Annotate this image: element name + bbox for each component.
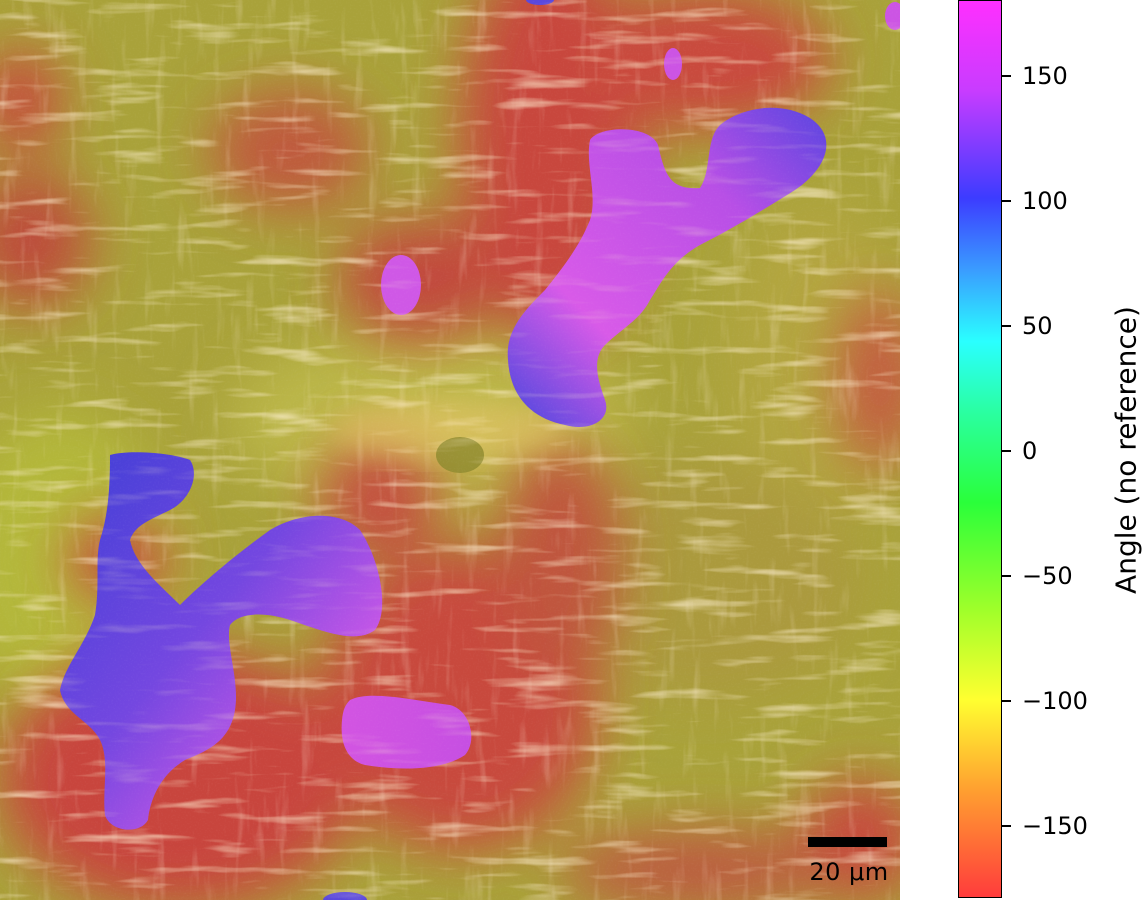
colorbar-tick-label: 50: [1022, 312, 1053, 340]
colorbar-tick-label: 100: [1022, 187, 1068, 215]
colorbar-tick-label: −150: [1022, 812, 1088, 840]
colorbar-tick-label: 0: [1022, 437, 1038, 465]
colorbar-axis-label: Angle (no reference): [1109, 306, 1143, 594]
colorbar-tick-label: 150: [1022, 62, 1068, 90]
scale-bar: 20 μm: [808, 836, 888, 886]
colorbar-tick: [1002, 825, 1011, 827]
colorbar-tick-label: −50: [1022, 562, 1073, 590]
colorbar-tick: [1002, 200, 1011, 202]
colorbar-tick: [1002, 700, 1011, 702]
colorbar-tick: [1002, 325, 1011, 327]
colorbar-tick: [1002, 75, 1011, 77]
grain-texture: [0, 0, 900, 900]
orientation-map-image: [0, 0, 900, 900]
orientation-map: 20 μm: [0, 0, 900, 900]
colorbar-tick: [1002, 575, 1011, 577]
scale-bar-label: 20 μm: [809, 858, 889, 886]
colorbar-tick: [1002, 450, 1011, 452]
colorbar-tick-label: −100: [1022, 687, 1088, 715]
colorbar: [958, 0, 1002, 898]
scale-bar-line: [808, 837, 887, 847]
